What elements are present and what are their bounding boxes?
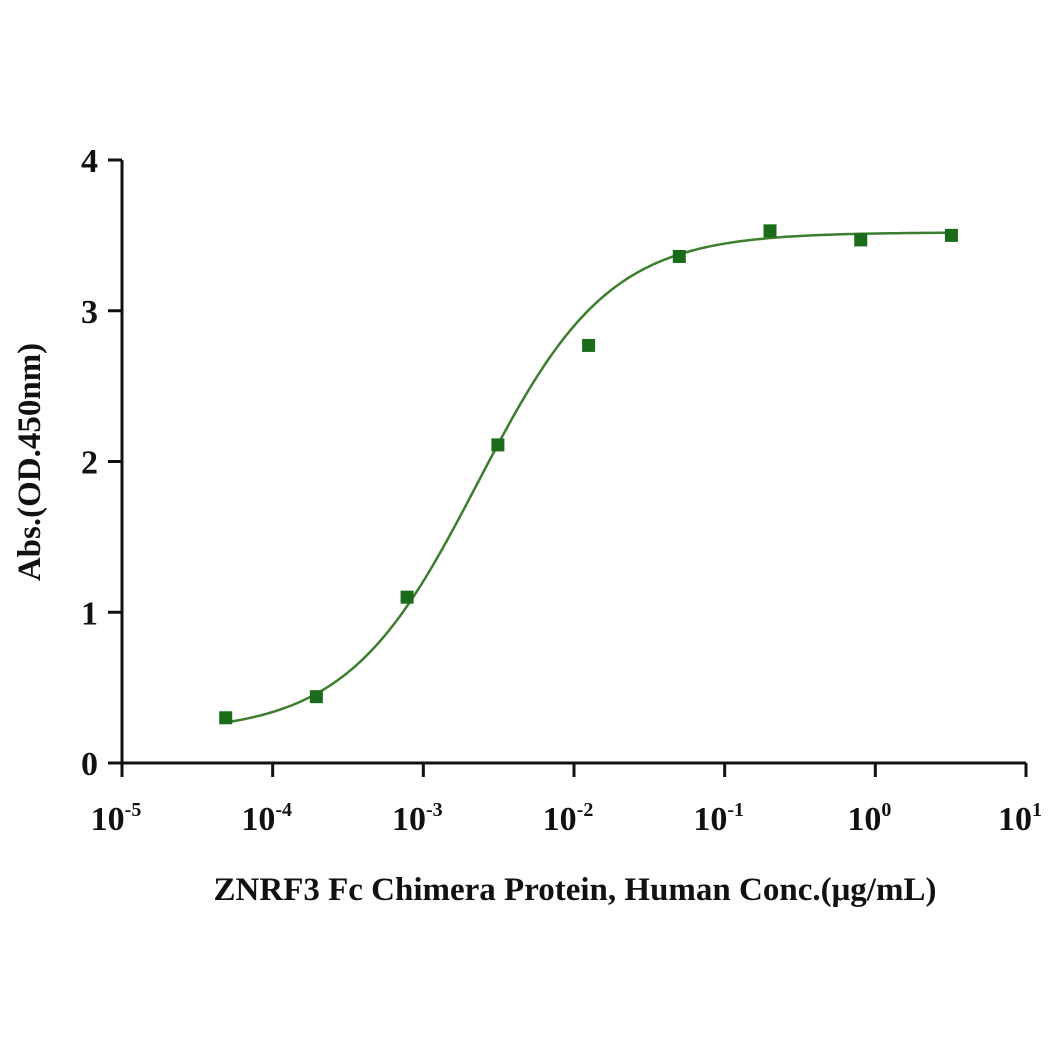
x-tick-label: 10-2 bbox=[543, 799, 594, 838]
data-point bbox=[672, 249, 686, 263]
x-tick-label: 100 bbox=[847, 799, 891, 838]
y-tick-label: 2 bbox=[81, 445, 98, 482]
y-tick-label: 1 bbox=[81, 595, 98, 632]
x-tick-exponent: -5 bbox=[125, 799, 142, 821]
x-tick-exponent: 0 bbox=[881, 799, 891, 821]
fit-curve bbox=[225, 231, 952, 724]
x-tick-label: 10-5 bbox=[91, 799, 142, 838]
y-tick-label: 0 bbox=[81, 746, 98, 783]
x-ticks: 10-5 10-4 10-3 10-2 10-1 100 101 bbox=[91, 763, 1042, 838]
x-tick-exponent: -3 bbox=[426, 799, 443, 821]
x-tick-base: 10 bbox=[998, 801, 1032, 838]
y-axis-title: Abs.(OD.450nm) bbox=[12, 343, 48, 581]
x-axis-title: ZNRF3 Fc Chimera Protein, Human Conc.(μg… bbox=[214, 872, 937, 908]
x-tick-exponent: -1 bbox=[727, 799, 744, 821]
data-point bbox=[582, 338, 596, 352]
data-points bbox=[219, 224, 958, 725]
data-point bbox=[491, 438, 505, 452]
x-tick-base: 10 bbox=[392, 801, 426, 838]
x-tick-base: 10 bbox=[91, 801, 125, 838]
x-tick-exponent: 1 bbox=[1032, 799, 1042, 821]
x-axis: 10-5 10-4 10-3 10-2 10-1 100 101 bbox=[91, 761, 1042, 838]
x-tick-exponent: -4 bbox=[275, 799, 292, 821]
y-ticks: 0 1 2 3 4 bbox=[81, 143, 122, 783]
x-tick-base: 10 bbox=[543, 801, 577, 838]
x-tick-base: 10 bbox=[693, 801, 727, 838]
data-point bbox=[400, 590, 414, 604]
x-tick-label: 10-3 bbox=[392, 799, 443, 838]
data-point bbox=[219, 711, 233, 725]
x-tick-label: 10-4 bbox=[241, 799, 292, 838]
x-tick-label: 101 bbox=[998, 799, 1042, 838]
y-tick-label: 3 bbox=[81, 294, 98, 331]
data-point bbox=[763, 224, 777, 238]
y-tick-label: 4 bbox=[81, 143, 98, 180]
x-tick-base: 10 bbox=[241, 801, 275, 838]
x-tick-label: 10-1 bbox=[693, 799, 744, 838]
data-point bbox=[854, 233, 868, 247]
data-point bbox=[944, 228, 958, 242]
x-tick-base: 10 bbox=[847, 801, 881, 838]
y-axis: 0 1 2 3 4 bbox=[81, 143, 124, 783]
x-tick-exponent: -2 bbox=[577, 799, 594, 821]
data-point bbox=[309, 690, 323, 704]
